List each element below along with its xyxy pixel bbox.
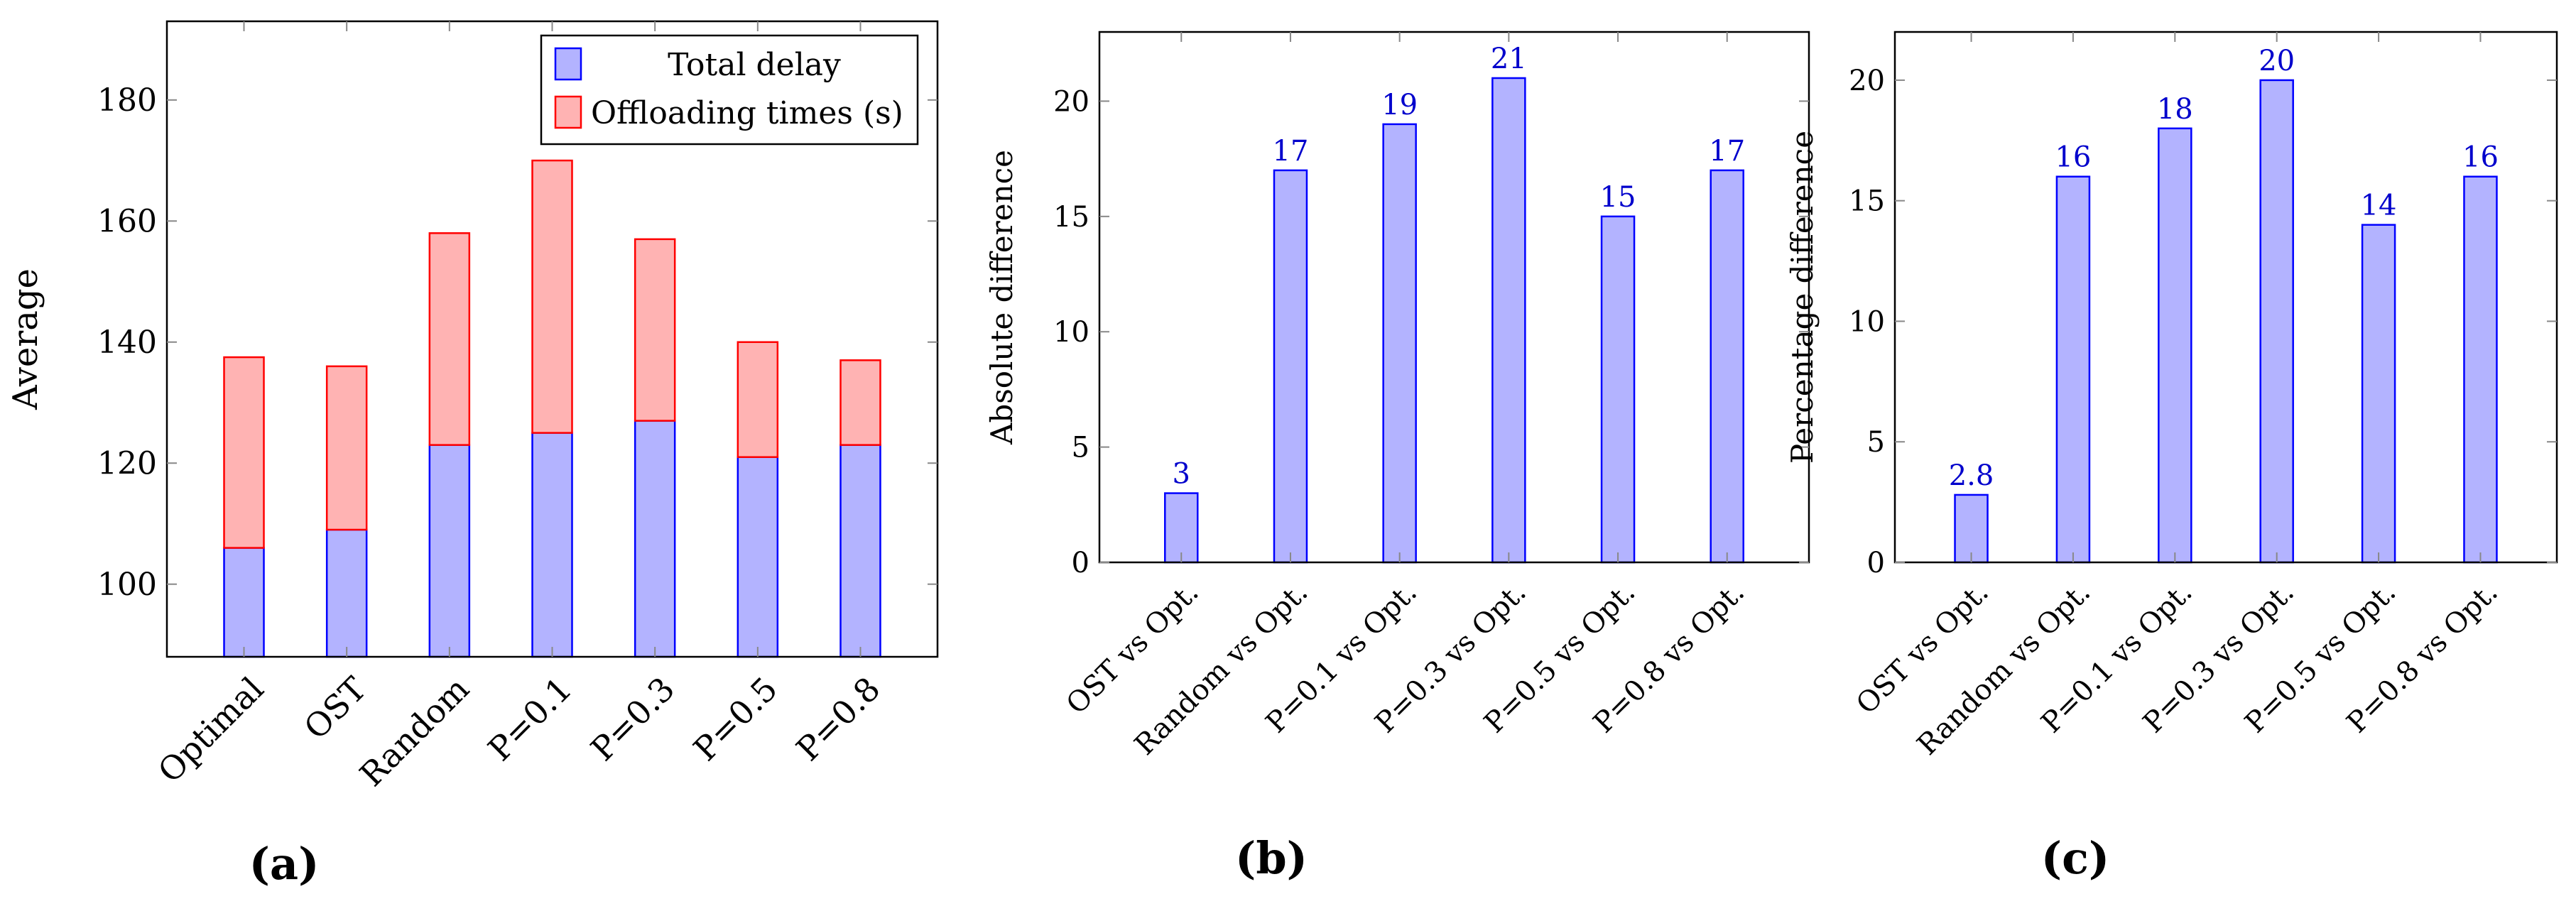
bar-total-delay-0: [223, 547, 265, 658]
bar-total-delay-6: [839, 444, 881, 658]
bar-0: [1954, 493, 1989, 564]
caption-a: (a): [249, 838, 320, 890]
caption-c: (c): [2041, 832, 2109, 884]
bar-offloading-0: [223, 356, 265, 549]
data-label-0: 3: [1173, 458, 1190, 491]
data-label-1: 17: [1273, 135, 1309, 168]
legend-label-total-delay: Total delay: [668, 47, 841, 83]
y-axis-label: Average: [6, 268, 45, 410]
y-tick-label-1: 120: [97, 446, 157, 482]
y-tick-label-2: 10: [1849, 305, 1885, 338]
y-tick-label-3: 15: [1053, 201, 1089, 234]
bar-4: [2361, 224, 2396, 564]
bar-3: [2259, 79, 2294, 564]
y-tick-label-1: 5: [1072, 432, 1089, 464]
data-label-3: 20: [2259, 45, 2295, 77]
y-tick-label-4: 20: [1849, 65, 1885, 97]
y-tick-label-3: 160: [97, 204, 157, 240]
bar-total-delay-2: [428, 444, 471, 658]
data-label-3: 21: [1491, 43, 1527, 75]
bar-offloading-3: [531, 159, 573, 434]
y-axis-label: Absolute difference: [984, 150, 1019, 445]
data-label-1: 16: [2055, 141, 2091, 174]
bar-offloading-4: [634, 238, 676, 422]
y-tick-label-0: 100: [97, 567, 157, 603]
bar-2: [1382, 123, 1417, 564]
y-tick-label-3: 15: [1849, 185, 1885, 218]
x-tick-label-3: P=0.1: [481, 670, 580, 768]
bar-offloading-1: [325, 365, 368, 531]
data-label-4: 14: [2361, 190, 2397, 222]
legend-box: [540, 34, 919, 146]
data-label-4: 15: [1600, 181, 1636, 214]
bar-total-delay-5: [737, 456, 779, 658]
caption-b: (b): [1235, 832, 1308, 884]
x-tick-label-5: P=0.5: [686, 670, 785, 768]
bar-5: [1710, 169, 1744, 564]
data-label-2: 19: [1381, 89, 1418, 121]
bar-1: [1273, 169, 1308, 564]
y-tick-label-2: 140: [97, 324, 157, 361]
bar-offloading-5: [737, 341, 779, 458]
axis-frame: [1098, 31, 1810, 564]
axis-frame: [1893, 31, 2558, 564]
data-label-5: 17: [1709, 135, 1745, 168]
y-axis-label: Percentage difference: [1785, 131, 1820, 464]
y-tick-label-4: 20: [1053, 85, 1089, 118]
x-tick-label-1: Random vs Opt.: [1911, 576, 2097, 762]
y-tick-label-4: 180: [97, 82, 157, 119]
bar-2: [2158, 127, 2192, 564]
data-label-2: 18: [2157, 93, 2193, 126]
legend-swatch-total-delay: [554, 47, 582, 81]
bar-4: [1600, 215, 1636, 564]
x-tick-label-1: OST: [296, 670, 374, 747]
data-label-0: 2.8: [1949, 459, 1994, 492]
y-tick-label-0: 0: [1867, 547, 1885, 579]
bar-3: [1491, 77, 1526, 564]
bar-1: [2055, 175, 2091, 564]
x-tick-label-2: Random: [352, 670, 477, 794]
x-tick-label-6: P=0.8: [789, 670, 888, 768]
y-tick-label-0: 0: [1072, 547, 1089, 579]
legend-label-offloading: Offloading times (s): [591, 95, 903, 131]
data-label-5: 16: [2462, 141, 2499, 174]
y-tick-label-2: 10: [1053, 316, 1089, 349]
bar-total-delay-3: [531, 432, 573, 658]
x-tick-label-0: Optimal: [151, 670, 271, 790]
bar-5: [2463, 175, 2498, 564]
bar-offloading-6: [839, 359, 881, 446]
bar-offloading-2: [428, 232, 471, 446]
x-tick-label-4: P=0.3: [583, 670, 682, 768]
legend-swatch-offloading: [554, 95, 582, 129]
bar-total-delay-4: [634, 420, 676, 658]
bar-total-delay-1: [325, 528, 368, 658]
y-tick-label-1: 5: [1867, 426, 1885, 459]
bar-0: [1164, 492, 1199, 564]
